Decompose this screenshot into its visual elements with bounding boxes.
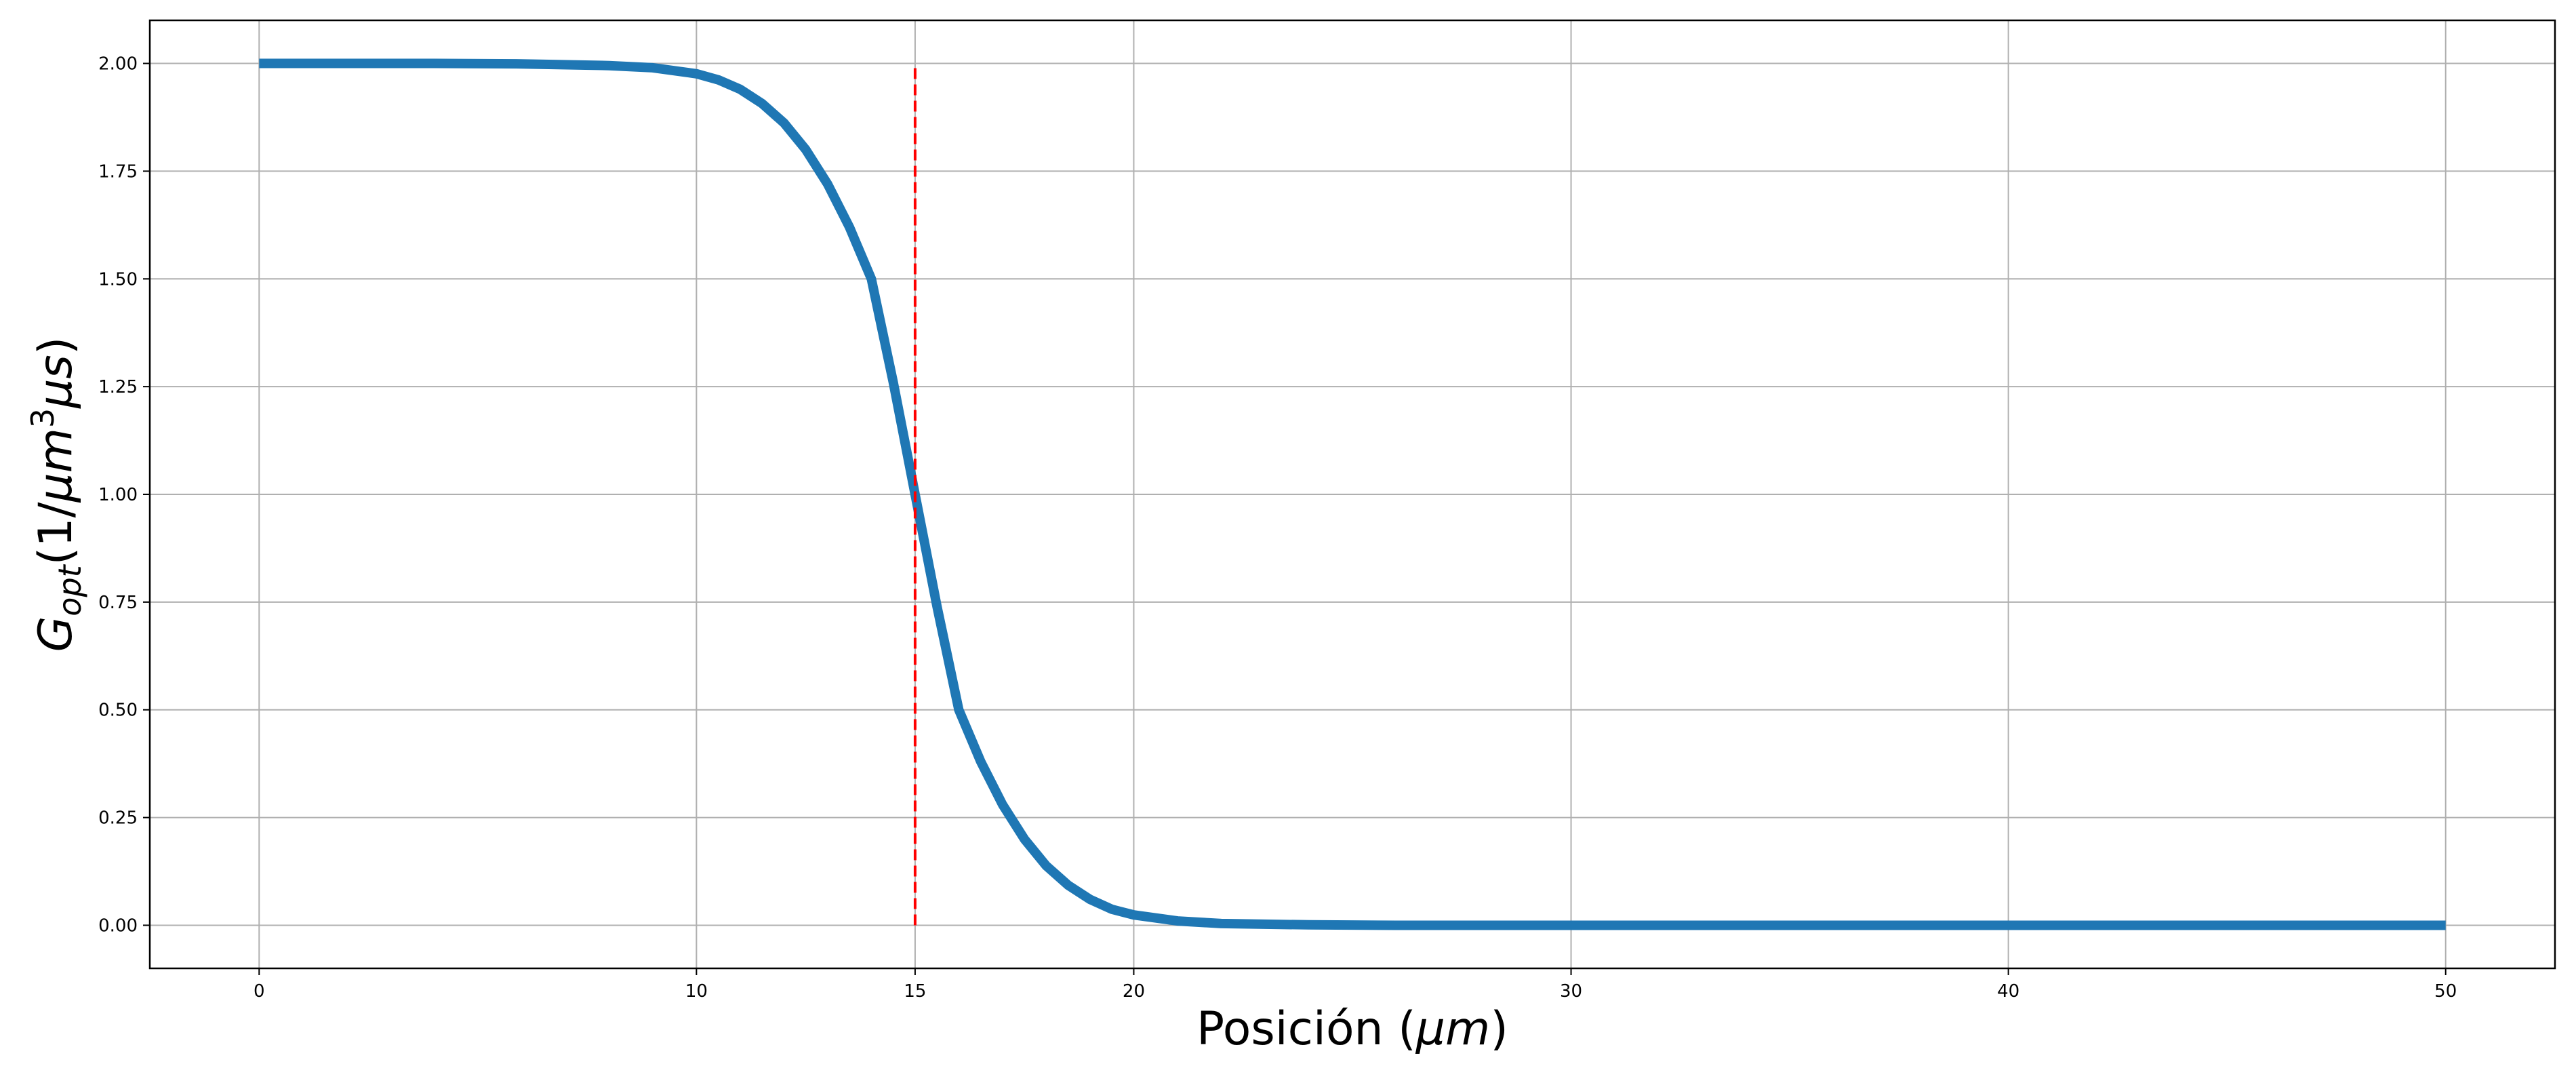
series-line — [259, 58, 2446, 930]
y-tick-label: 1.50 — [98, 269, 138, 290]
y-axis-title-unit-sup: 3 — [24, 408, 61, 428]
y-axis-title-unit-var2: μs — [29, 355, 83, 409]
y-tick-label: 1.75 — [98, 161, 138, 182]
grid — [150, 20, 2555, 968]
y-tick-label: 0.50 — [98, 701, 138, 721]
x-axis-title-unit: μm — [1415, 1002, 1491, 1056]
y-tick-label: 2.00 — [98, 54, 138, 75]
y-axis-title: Gopt(1/μm3μs) — [24, 337, 88, 652]
y-tick-label: 0.75 — [98, 593, 138, 613]
y-tick-label: 1.25 — [98, 377, 138, 397]
axis-ticks: 0 10 15 20 30 40 50 0.00 0.25 0.50 0.75 1.00 1.25 1.5… — [98, 54, 2457, 1002]
y-axis-title-subscript: opt — [52, 564, 88, 616]
x-tick-label: 15 — [904, 981, 926, 1002]
y-axis-title-base: G — [29, 616, 83, 652]
y-axis-title-unit-open: (1/ — [29, 502, 83, 566]
x-tick-label: 10 — [685, 981, 708, 1002]
y-axis-title-unit-var: μm — [29, 428, 83, 503]
y-tick-label: 1.00 — [98, 485, 138, 505]
x-tick-label: 50 — [2434, 981, 2457, 1002]
x-tick-label: 30 — [1560, 981, 1582, 1002]
x-axis-title-prefix: Posición ( — [1196, 1002, 1416, 1056]
x-axis-title-suffix: ) — [1490, 1002, 1508, 1056]
plot-area — [259, 58, 2446, 930]
y-tick-label: 0.25 — [98, 808, 138, 829]
x-tick-label: 0 — [254, 981, 265, 1002]
x-axis-title: Posición (μm) — [1196, 1002, 1508, 1056]
x-tick-label: 20 — [1123, 981, 1145, 1002]
y-tick-label: 0.00 — [98, 915, 138, 936]
y-axis-title-unit-close: ) — [29, 337, 83, 355]
x-tick-label: 40 — [1997, 981, 2019, 1002]
